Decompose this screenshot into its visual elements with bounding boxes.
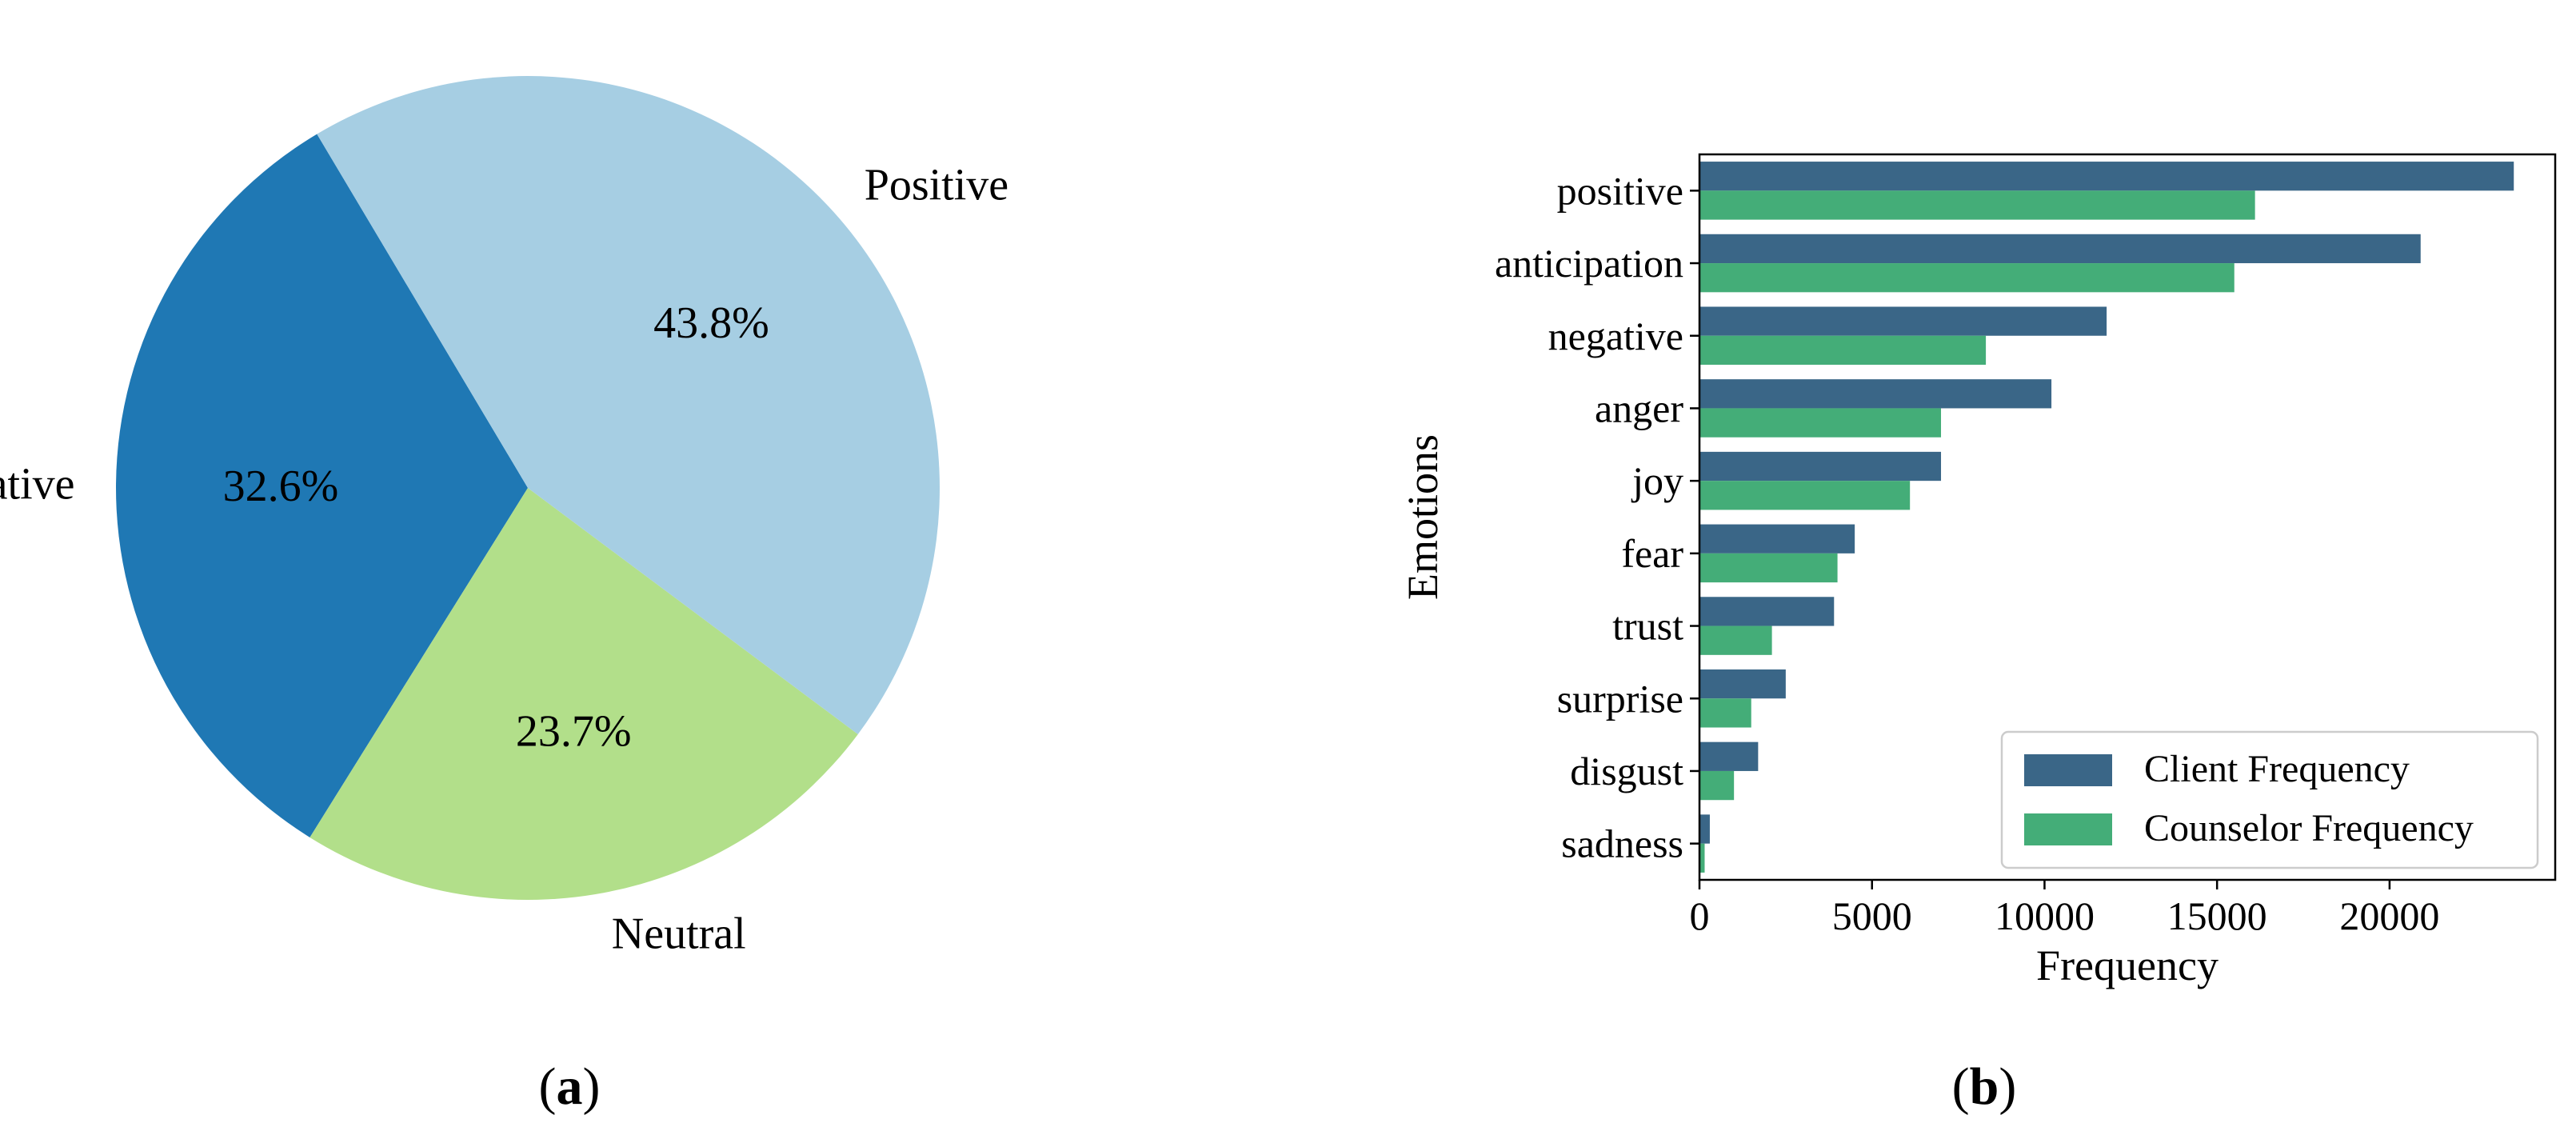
pie-pct-neutral: 23.7%	[516, 707, 632, 757]
bar-negative-client	[1699, 306, 2107, 336]
pie-slice-positive	[317, 76, 940, 734]
x-tick-label-5000: 5000	[1832, 893, 1912, 938]
pie-pct-positive: 43.8%	[653, 298, 769, 348]
bar-disgust-client	[1699, 741, 1759, 771]
bar-fear-client	[1699, 524, 1855, 554]
y-tick-label-surprise: surprise	[1557, 676, 1683, 721]
bar-joy-client	[1699, 451, 1942, 482]
y-tick-label-anticipation: anticipation	[1495, 241, 1683, 286]
bar-chart: positive anticipation negative anger joy fear…	[1399, 153, 2557, 989]
y-tick-label-trust: trust	[1612, 604, 1683, 649]
caption-b: (b)	[1952, 1057, 2017, 1116]
x-tick-label-20000: 20000	[2339, 893, 2439, 938]
bar-fear-counselor	[1699, 553, 1838, 583]
bar-anger-counselor	[1699, 408, 1942, 438]
pie-label-positive: Positive	[865, 161, 1008, 210]
bar-anger-client	[1699, 379, 2052, 409]
pie-pct-negative: 32.6%	[223, 462, 339, 511]
y-tick-label-fear: fear	[1621, 531, 1683, 576]
y-tick-label-joy: joy	[1631, 458, 1683, 503]
legend-label-counselor: Counselor Frequency	[2144, 807, 2474, 849]
x-tick-label-10000: 10000	[1995, 893, 2095, 938]
y-tick-label-disgust: disgust	[1570, 749, 1683, 793]
bars	[1699, 162, 2514, 873]
x-tick-label-15000: 15000	[2167, 893, 2267, 938]
bar-positive-client	[1699, 162, 2514, 191]
bar-anticipation-client	[1699, 234, 2421, 264]
pie-label-neutral: Neutral	[612, 909, 746, 959]
y-axis-title: Emotions	[1399, 434, 1447, 600]
caption-a: (a)	[539, 1057, 601, 1116]
bar-trust-client	[1699, 597, 1835, 626]
bar-joy-counselor	[1699, 481, 1911, 510]
y-tick-label-positive: positive	[1557, 168, 1683, 213]
y-tick-label-sadness: sadness	[1561, 821, 1683, 866]
pie-labels: 32.6% Negative 23.7% Neutral 43.8% Positive	[0, 161, 1008, 959]
legend-box	[2000, 730, 2539, 869]
x-tick-label-0: 0	[1690, 893, 1710, 938]
x-axis-ticks: 0 5000 10000 15000 20000	[1690, 880, 2439, 938]
pie-slice-negative	[116, 134, 528, 837]
legend-swatch-client	[2024, 754, 2112, 786]
legend: Client Frequency Counselor Frequency	[2000, 730, 2539, 869]
pie-slice-neutral	[310, 488, 858, 900]
pie-label-negative: Negative	[0, 459, 75, 509]
bar-anticipation-counselor	[1699, 263, 2235, 293]
pie-chart: 32.6% Negative 23.7% Neutral 43.8% Positive	[0, 76, 1008, 959]
x-axis-title: Frequency	[2036, 941, 2219, 989]
bar-positive-counselor	[1699, 190, 2255, 220]
y-tick-label-anger: anger	[1595, 386, 1683, 430]
legend-swatch-counselor	[2024, 813, 2112, 845]
pie-slices	[116, 76, 940, 900]
bar-negative-counselor	[1699, 335, 1987, 366]
bar-sadness-client	[1699, 814, 1710, 844]
bar-surprise-client	[1699, 669, 1786, 699]
y-axis-ticks: positive anticipation negative anger joy fear…	[1495, 168, 1699, 866]
bar-sadness-counselor	[1699, 843, 1705, 873]
y-tick-label-negative: negative	[1548, 314, 1683, 358]
bar-surprise-counselor	[1699, 698, 1751, 728]
bar-disgust-counselor	[1699, 770, 1735, 801]
plot-frame	[1698, 153, 2557, 881]
legend-label-client: Client Frequency	[2144, 748, 2410, 790]
bar-trust-counselor	[1699, 625, 1772, 655]
